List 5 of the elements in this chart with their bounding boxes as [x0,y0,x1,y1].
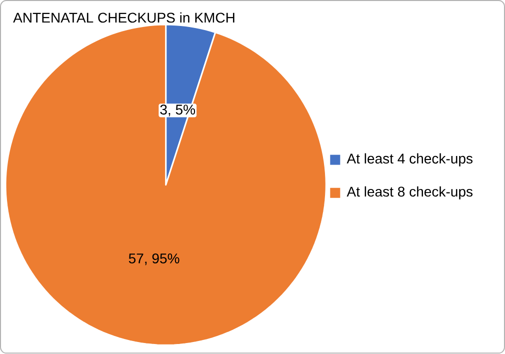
legend-label: At least 4 check-ups [346,153,472,166]
legend-label: At least 8 check-ups [346,186,472,200]
data-label: 57, 95% [128,254,180,266]
chart-title: ANTENATAL CHECKUPS in KMCH [13,12,234,23]
data-label: 3, 5% [160,104,196,116]
